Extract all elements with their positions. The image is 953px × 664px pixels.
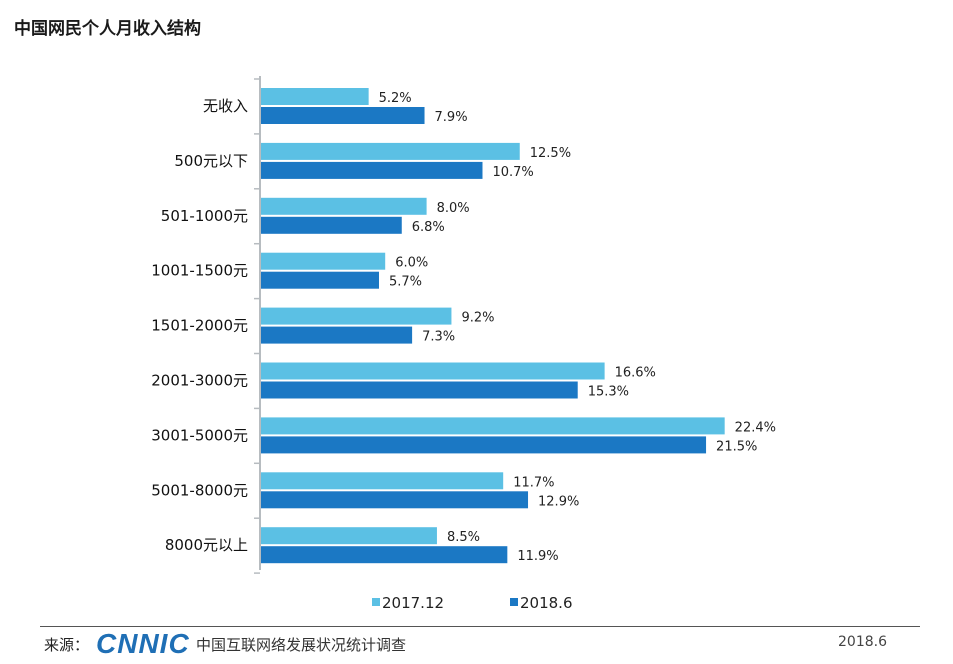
bar-2017.12 [261,88,369,105]
data-label: 8.5% [447,530,480,545]
category-label: 无收入 [203,97,248,115]
data-label: 7.9% [435,110,468,125]
bar-2018.6 [261,216,402,234]
bar-2018.6 [261,546,508,564]
bar-2017.12 [261,527,437,545]
category-label: 1001-1500元 [151,262,248,280]
category-label: 8000元以上 [165,536,248,554]
data-label: 5.2% [379,91,412,106]
legend-label: 2018.6 [520,594,573,612]
data-label: 11.7% [513,475,554,490]
data-label: 16.6% [615,366,656,381]
data-label: 15.3% [588,385,629,400]
legend-swatch-2018.6 [510,598,518,606]
bar-2018.6 [261,271,379,289]
bar-2018.6 [261,436,707,454]
legend-label: 2017.12 [382,594,444,612]
bar-2017.12 [261,417,725,435]
bar-2017.12 [261,142,520,160]
data-label: 5.7% [389,275,422,290]
data-label: 9.2% [461,311,494,326]
data-label: 21.5% [716,439,757,454]
data-label: 12.5% [530,146,571,161]
footer-date: 2018.6 [838,634,887,650]
bar-2018.6 [261,491,529,509]
bar-2018.6 [261,381,578,399]
footer-source-label: 来源： [44,636,90,654]
data-label: 10.7% [492,165,533,180]
bar-2017.12 [261,252,386,270]
category-label: 5001-8000元 [151,481,248,499]
bar-2018.6 [261,107,425,124]
category-label: 501-1000元 [161,207,248,225]
bar-2017.12 [261,362,605,380]
cnnic-logo: CNNIC [96,628,190,659]
data-label: 8.0% [437,201,470,216]
data-label: 6.8% [412,220,445,235]
bar-2018.6 [261,161,483,179]
bar-2017.12 [261,197,427,215]
category-label: 3001-5000元 [151,426,248,444]
bar-2018.6 [261,326,413,344]
data-label: 7.3% [422,330,455,345]
bar-2017.12 [261,307,452,325]
chart-title: 中国网民个人月收入结构 [14,19,201,39]
category-label: 500元以下 [174,152,248,170]
data-label: 11.9% [517,549,558,564]
data-label: 6.0% [395,256,428,271]
footer-survey-name: 中国互联网络发展状况统计调查 [196,636,407,654]
category-label: 1501-2000元 [151,317,248,335]
footer-divider [40,626,920,627]
bar-2017.12 [261,472,504,490]
data-label: 12.9% [538,494,579,509]
data-label: 22.4% [735,420,776,435]
legend-swatch-2017.12 [372,598,380,606]
category-label: 2001-3000元 [151,372,248,390]
